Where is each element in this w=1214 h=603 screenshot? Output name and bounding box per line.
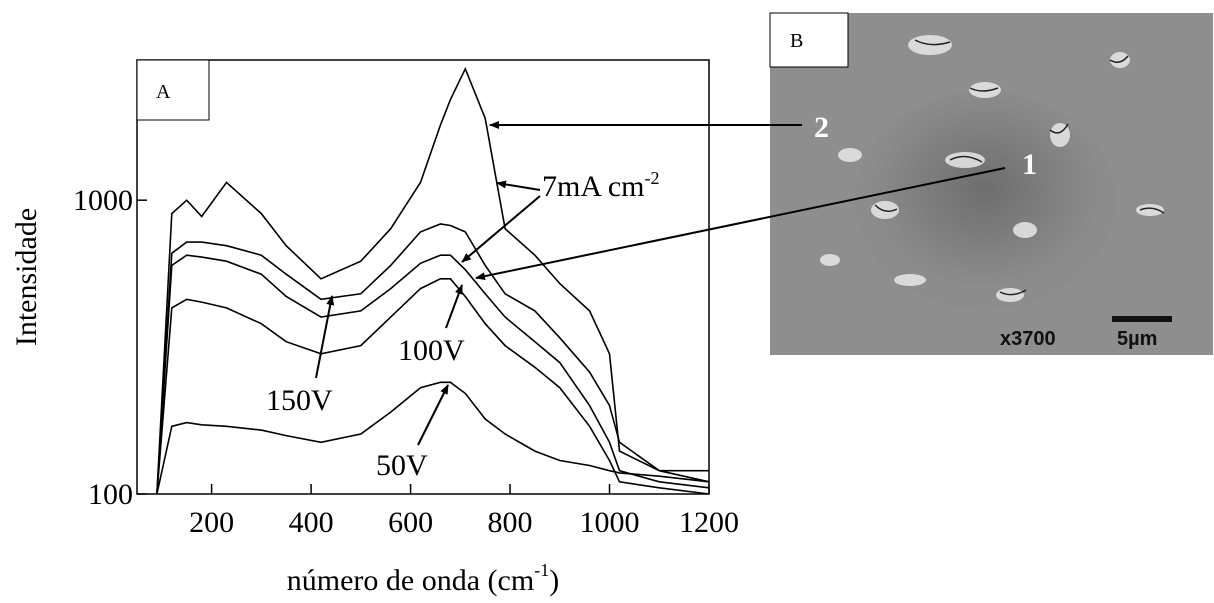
scale-bar xyxy=(1112,316,1172,322)
y-tick-label: 1000 xyxy=(73,184,133,217)
panel-label: A xyxy=(156,81,171,103)
x-tick-label: 1000 xyxy=(580,506,640,539)
sem-image: B 1 2 x3700 5µm xyxy=(769,12,1213,355)
x-axis-label-end: ) xyxy=(549,564,559,597)
x-tick-label: 200 xyxy=(189,506,234,539)
annotation-text: 7mA cm xyxy=(542,170,645,203)
x-tick-label: 800 xyxy=(488,506,533,539)
x-axis-label: número de onda (cm-1) xyxy=(287,560,559,597)
scale-bar-label: 5µm xyxy=(1117,328,1157,350)
plot-frame xyxy=(136,59,710,495)
y-axis-label: Intensidade xyxy=(10,208,43,346)
spectrum-line xyxy=(156,381,710,495)
arrows xyxy=(315,121,1006,446)
marker-label: 2 xyxy=(814,111,829,144)
marker-label: 1 xyxy=(1022,148,1037,181)
x-tick-label: 600 xyxy=(388,506,433,539)
annotation: 7mA cm-2 xyxy=(542,168,660,203)
x-tick-label: 400 xyxy=(289,506,334,539)
magnification: x3700 xyxy=(1000,328,1056,350)
annotation-sup: -2 xyxy=(645,168,660,188)
y-tick-label: 100 xyxy=(88,478,133,511)
spectrum-line xyxy=(156,254,710,495)
x-tick-label: 1200 xyxy=(679,506,739,539)
x-axis-label-sup: -1 xyxy=(534,560,549,580)
annotation: 100V xyxy=(398,334,465,367)
spectrum-line xyxy=(156,223,710,495)
annotation: 50V xyxy=(376,449,428,482)
panel-label: B xyxy=(790,30,803,52)
spectrum-line xyxy=(156,66,709,495)
x-axis-label-text: número de onda (cm xyxy=(287,564,534,597)
panel-label-box xyxy=(136,59,210,121)
spectrum-line xyxy=(156,278,710,495)
annotation: 150V xyxy=(266,384,333,417)
